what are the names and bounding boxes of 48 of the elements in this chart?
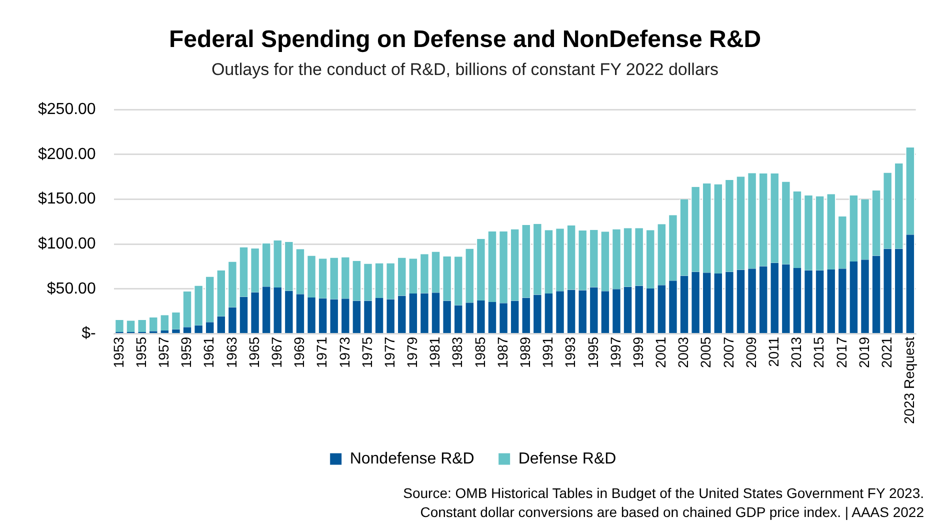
y-tick-label: $150.00 (38, 190, 96, 208)
x-tick-label: 1987 (494, 336, 510, 368)
x-tick-label: 1971 (314, 336, 330, 368)
y-tick-label: $100.00 (38, 236, 96, 253)
x-tick-label: 1965 (246, 336, 262, 368)
x-tick-label: 2005 (698, 336, 714, 368)
x-tick-label: 2021 (878, 336, 894, 368)
source-note: Source: OMB Historical Tables in Budget of the United States Government FY 2023. (403, 484, 924, 503)
x-tick-label: 1995 (584, 336, 601, 368)
x-tick-label: 1997 (607, 336, 624, 368)
y-tick-label: $250.00 (38, 101, 96, 118)
x-tick-label: 1981 (426, 336, 443, 368)
x-tick-label: 2003 (675, 336, 692, 368)
x-tick-label: 2001 (652, 336, 669, 368)
x-tick-label: 2013 (788, 336, 804, 368)
legend-label: Defense R&D (518, 450, 616, 468)
x-tick-label: 1963 (223, 336, 240, 368)
text: Constant dollar conversions are based on chained GDP price index. | AAAS 2022 (419, 503, 924, 522)
x-tick-label: 1957 (156, 336, 172, 368)
x-tick-label: 1953 (110, 336, 126, 368)
x-tick-label: 1999 (630, 336, 646, 368)
x-tick-label: 1991 (540, 336, 556, 368)
x-tick-label: 1993 (562, 336, 578, 368)
x-tick-label: 1959 (178, 336, 194, 368)
x-tick-label: 1977 (381, 336, 398, 368)
x-tick-label: 2017 (833, 336, 850, 368)
x-tick-label: 2023 Request (901, 336, 918, 424)
y-tick-label: $200.00 (38, 146, 96, 163)
x-tick-label: 1985 (472, 336, 488, 368)
chart-subtitle: Outlays for the conduct of R&D, billions of constant FY 2022 dollars (210, 60, 720, 80)
x-tick-label: 2007 (720, 336, 736, 368)
y-tick-label: $50.00 (46, 280, 96, 298)
x-tick-label: 2015 (810, 336, 827, 368)
x-tick-label: 2011 (765, 336, 782, 367)
x-tick-label: 1955 (132, 336, 149, 368)
legend-label: Nondefense R&D (350, 450, 474, 468)
chart-title: Federal Spending on Defense and NonDefense R&D (168, 26, 762, 54)
x-tick-label: 1967 (268, 336, 284, 368)
x-tick-label: 1975 (358, 336, 375, 368)
x-tick-label: 1983 (449, 336, 466, 368)
x-tick-label: 2009 (742, 336, 759, 368)
x-tick-label: 1979 (404, 336, 420, 368)
y-tick-label: $- (82, 325, 96, 342)
x-tick-label: 1969 (291, 336, 308, 368)
x-tick-label: 1973 (336, 336, 352, 368)
x-tick-label: 1989 (516, 336, 533, 368)
x-tick-label: 1961 (200, 336, 217, 368)
x-tick-label: 2019 (856, 336, 872, 368)
